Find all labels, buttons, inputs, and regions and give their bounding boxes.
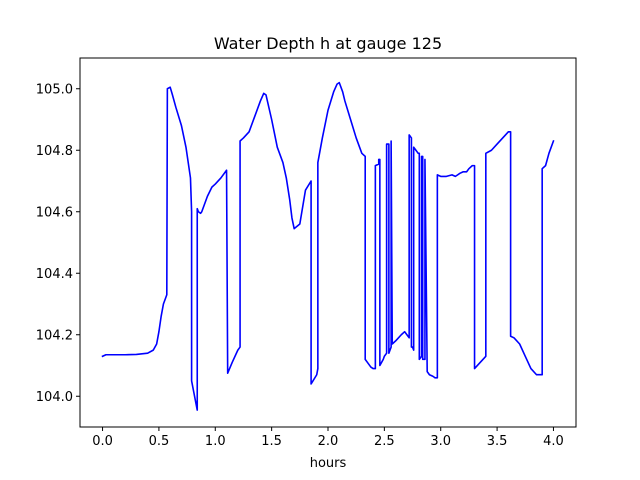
series-line-1 — [101, 81, 555, 411]
y-tick-label: 104.6 — [36, 205, 73, 220]
y-tick-label: 104.8 — [36, 144, 73, 159]
chart-title: Water Depth h at gauge 125 — [214, 34, 442, 53]
x-tick-label: 3.5 — [487, 434, 508, 449]
x-tick-label: 2.5 — [374, 434, 395, 449]
x-tick-label: 1.5 — [261, 434, 282, 449]
y-tick-label: 104.0 — [36, 390, 73, 405]
x-tick-label: 2.0 — [318, 434, 339, 449]
y-tick-label: 104.2 — [36, 328, 73, 343]
axes: 0.0 0.5 1.0 1.5 2.0 2.5 3.0 3.5 4.0 104.0 104.2 104… — [36, 57, 577, 449]
y-tick-label: 105.0 — [36, 82, 73, 97]
x-tick-label: 4.0 — [543, 434, 564, 449]
y-tick-label: 104.4 — [36, 267, 73, 282]
x-tick-label: 1.0 — [205, 434, 226, 449]
x-tick-label: 0.0 — [92, 434, 113, 449]
x-tick-label: 0.5 — [149, 434, 170, 449]
x-tick-label: 3.0 — [430, 434, 451, 449]
x-axis-label: hours — [310, 456, 347, 471]
plot-area — [101, 81, 555, 411]
